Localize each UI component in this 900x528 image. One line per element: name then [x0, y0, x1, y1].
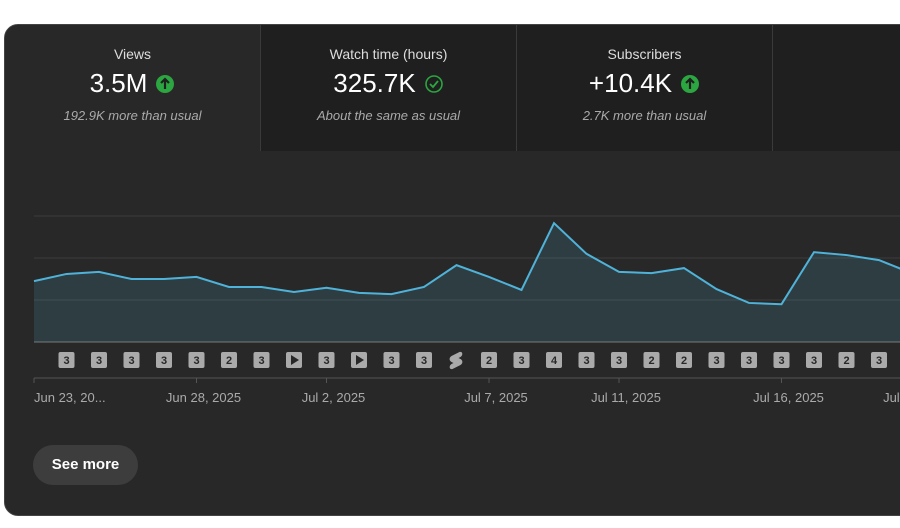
card-partial[interactable]: [773, 25, 900, 151]
marker-box: [871, 352, 887, 368]
stat-value-row: 3.5M: [5, 68, 260, 99]
stat-icon: [424, 74, 443, 93]
see-more-button[interactable]: See more: [33, 445, 138, 485]
stat-value-row: +10.4K: [517, 68, 772, 99]
marker-label: 3: [583, 355, 589, 367]
stat-note: 2.7K more than usual: [582, 108, 707, 123]
stat-value: 325.7K: [333, 68, 416, 98]
x-tick-label: Jul 11, 2025: [591, 390, 661, 405]
marker-box: [156, 352, 172, 368]
stat-icon: [156, 74, 175, 93]
x-tick-label: Jul 2, 2025: [302, 390, 366, 405]
marker-play-icon: [291, 355, 299, 365]
stat-value: +10.4K: [588, 68, 673, 98]
marker-label: 4: [551, 355, 558, 367]
marker-label: 3: [258, 355, 264, 367]
marker-label: 3: [746, 355, 752, 367]
marker-label: 3: [128, 355, 134, 367]
marker-label: 2: [648, 355, 654, 367]
x-tick-label: Jul 7, 2025: [464, 390, 528, 405]
area-fill: [34, 223, 900, 342]
x-tick-label: Jul 20, 2025: [883, 390, 900, 405]
marker-label: 3: [616, 355, 622, 367]
marker-label: 3: [63, 355, 69, 367]
marker-box: [481, 352, 497, 368]
stat-value-row: 325.7K: [261, 68, 516, 99]
marker-label: 3: [161, 355, 167, 367]
x-tick-label: Jul 16, 2025: [753, 390, 824, 405]
stat-value: 3.5M: [89, 68, 148, 98]
marker-label: 3: [323, 355, 329, 367]
marker-label: 3: [518, 355, 524, 367]
marker-box: [188, 352, 205, 368]
marker-box: [838, 352, 855, 368]
marker-box: [676, 352, 692, 368]
marker-label: 3: [421, 355, 427, 367]
icon-arrow: [160, 76, 171, 89]
chart: 3 3 3 3 3 2 3 3 3 3 2 3 4 3 3 2 2 3 3 3 3 2 3 Jun 23, 20... Jun …: [33, 215, 900, 405]
marker-shorts-icon: [449, 351, 463, 370]
marker-box: [806, 352, 822, 368]
stat-label: Views: [113, 46, 152, 62]
icon-arrow: [685, 76, 695, 89]
x-tick-label: Jun 23, 20...: [34, 390, 106, 405]
marker-box: [708, 352, 725, 368]
marker-play-icon: [356, 355, 364, 365]
marker-box: [643, 352, 660, 368]
marker-box: [58, 352, 75, 368]
marker-box: [546, 352, 562, 368]
marker-label: 2: [486, 355, 492, 367]
stat-note: About the same as usual: [316, 108, 461, 123]
stat-note: 192.9K more than usual: [63, 108, 202, 123]
marker-box: [221, 352, 237, 368]
marker-box: [578, 352, 595, 368]
stat-label: Watch time (hours): [329, 46, 448, 62]
marker-label: 3: [811, 355, 817, 367]
marker-box: [741, 352, 757, 368]
marker-label: 3: [876, 355, 882, 367]
marker-box: [253, 352, 270, 368]
stat-label: Subscribers: [607, 46, 682, 62]
marker-box: [416, 352, 432, 368]
marker-label: 2: [226, 355, 232, 367]
marker-box: [123, 352, 140, 368]
marker-label: 2: [843, 355, 849, 367]
stat-card[interactable]: Subscribers +10.4K 2.7K more than usual: [517, 25, 773, 151]
analytics-panel: Views 3.5M 192.9K more than usual Watch tim…: [4, 24, 900, 516]
marker-box: [611, 352, 627, 368]
marker-label: 3: [713, 355, 719, 367]
marker-label: 3: [193, 355, 199, 367]
marker-label: 3: [778, 355, 784, 367]
stat-card[interactable]: Views 3.5M 192.9K more than usual: [5, 25, 261, 151]
icon-circle: [424, 74, 443, 93]
marker-box: [91, 352, 107, 368]
x-tick-label: Jun 28, 2025: [166, 390, 241, 405]
marker-box: [318, 352, 335, 368]
line: [33, 221, 900, 306]
marker-label: 3: [96, 355, 102, 367]
marker-box: [773, 352, 790, 368]
marker-box: [513, 352, 530, 368]
icon-check: [429, 79, 439, 88]
stat-card[interactable]: Watch time (hours) 325.7K About the same a…: [261, 25, 517, 151]
marker-label: 2: [681, 355, 687, 367]
marker-label: 3: [388, 355, 394, 367]
stat-icon: [681, 74, 700, 93]
marker-box: [383, 352, 400, 368]
